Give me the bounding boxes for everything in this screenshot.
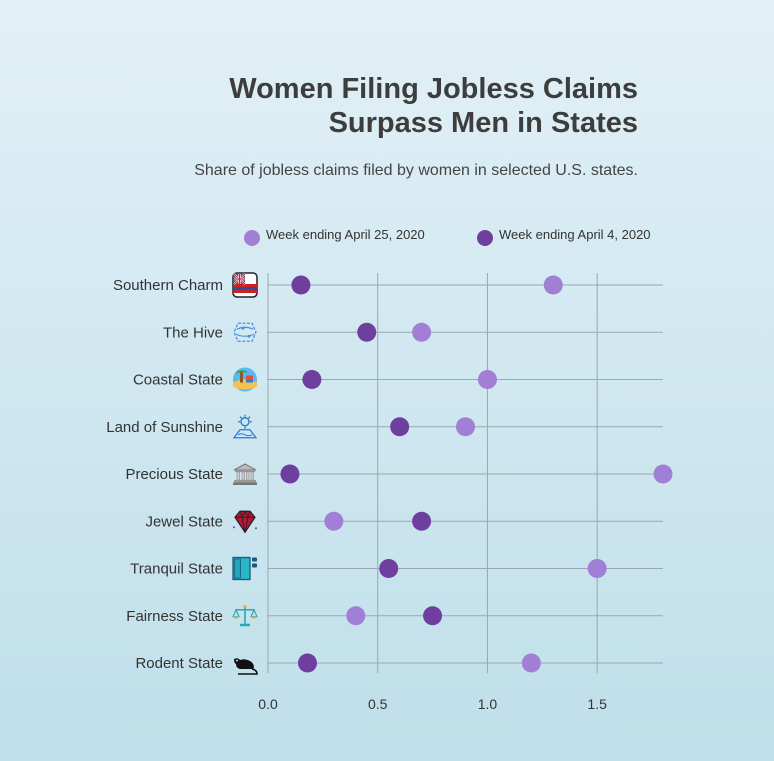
x-tick-label: 1.5 [587,696,607,712]
flag-icon [232,272,258,298]
category-label: The Hive [163,324,223,341]
data-point [587,559,607,578]
chart-title-line2: Surpass Men in States [328,107,638,139]
category-label: Jewel State [145,513,223,530]
chart-title-line1: Women Filing Jobless Claims [229,73,638,105]
category-label: Land of Sunshine [106,419,223,436]
category-label: Coastal State [133,372,223,389]
data-point [543,275,563,295]
data-point [324,511,344,531]
data-point [423,606,443,626]
door-icon [232,556,258,581]
chart-title: Women Filing Jobless Claims Surpass Men … [229,72,638,140]
legend-label: Week ending April 25, 2020 [266,227,425,242]
data-point [390,417,410,437]
gem-icon [232,510,258,533]
category-label: Fairness State [126,608,223,625]
scales-icon [232,604,258,628]
rat-icon [233,657,258,675]
category-label: Precious State [125,466,223,483]
category-axis: Southern Charm The Hive Coastal State Land … [106,272,258,675]
beach-icon [233,367,257,392]
data-point [379,559,399,578]
sun-icon [233,414,257,439]
legend-label: Week ending April 4, 2020 [499,227,651,242]
data-point [477,370,497,389]
data-point [412,322,432,342]
data-point [412,511,432,531]
category-label: Rodent State [135,655,223,672]
legend-marker [244,230,260,246]
beehive-icon [233,322,257,342]
x-tick-label: 0.0 [258,696,278,712]
legend: Week ending April 25, 2020 Week ending Ap… [244,227,651,246]
data-point [456,417,475,437]
x-tick-label: 0.5 [368,696,388,712]
data-point [298,653,317,673]
category-label: Southern Charm [113,277,223,294]
data-point [521,653,541,673]
data-point [280,464,300,484]
data-point [357,322,377,342]
chart-subtitle: Share of jobless claims filed by women i… [194,162,638,179]
bank-icon [232,463,258,486]
data-point [302,370,322,389]
grid [267,273,663,673]
category-label: Tranquil State [130,561,223,578]
data-point [291,275,311,295]
x-axis: 0.0 0.5 1.0 1.5 [258,696,607,712]
x-tick-label: 1.0 [478,696,498,712]
data-point [653,464,673,484]
legend-marker [477,230,493,246]
data-points [280,275,673,673]
data-point [346,606,366,626]
